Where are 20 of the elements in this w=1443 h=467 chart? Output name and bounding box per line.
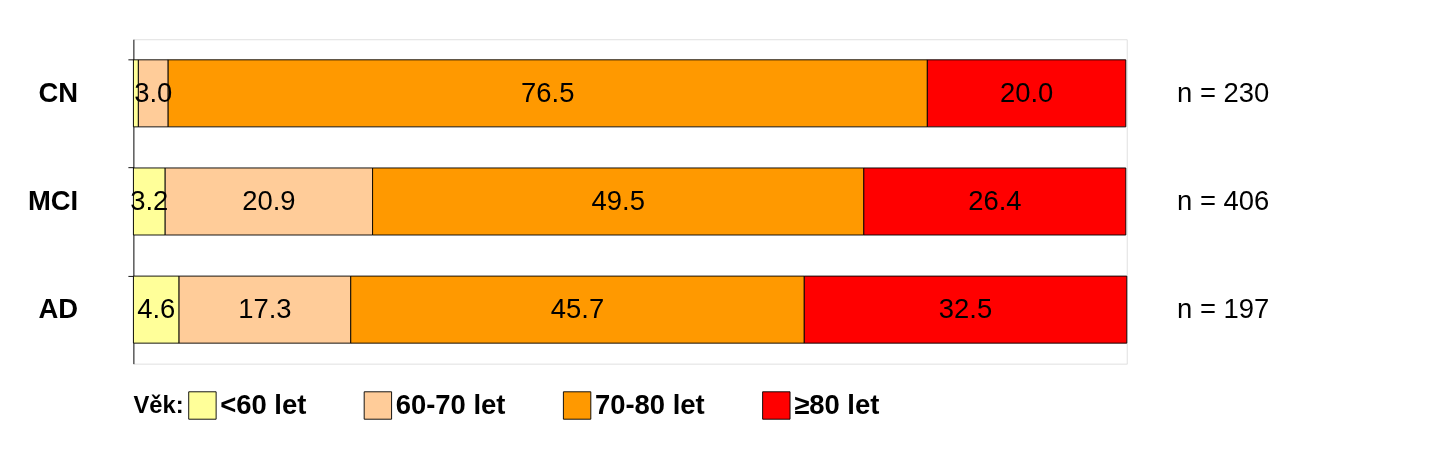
- text: n = 406: [1177, 184, 1270, 216]
- y-tick-label: CN: [38, 76, 79, 108]
- data-label: 32.5: [938, 292, 993, 324]
- data-label: 49.5: [591, 184, 645, 216]
- data-label: 20.9: [242, 184, 296, 216]
- text: n = 230: [1177, 76, 1270, 108]
- legend-title: Věk:: [133, 391, 184, 419]
- data-label: 45.7: [550, 292, 605, 324]
- data-label: 26.4: [968, 184, 1022, 216]
- text: n = 197: [1177, 292, 1270, 324]
- legend-label: 70-80 let: [594, 388, 705, 420]
- y-tick-label: MCI: [27, 184, 79, 216]
- data-label: 76.5: [521, 76, 575, 108]
- legend-label: <60 let: [220, 388, 307, 420]
- data-label: 4.6: [137, 292, 176, 324]
- legend-label: ≥80 let: [794, 388, 880, 420]
- data-label: 17.3: [238, 292, 292, 324]
- data-label: 20.0: [999, 76, 1054, 108]
- legend-label: 60-70 let: [395, 388, 506, 420]
- y-tick-label: AD: [38, 292, 79, 324]
